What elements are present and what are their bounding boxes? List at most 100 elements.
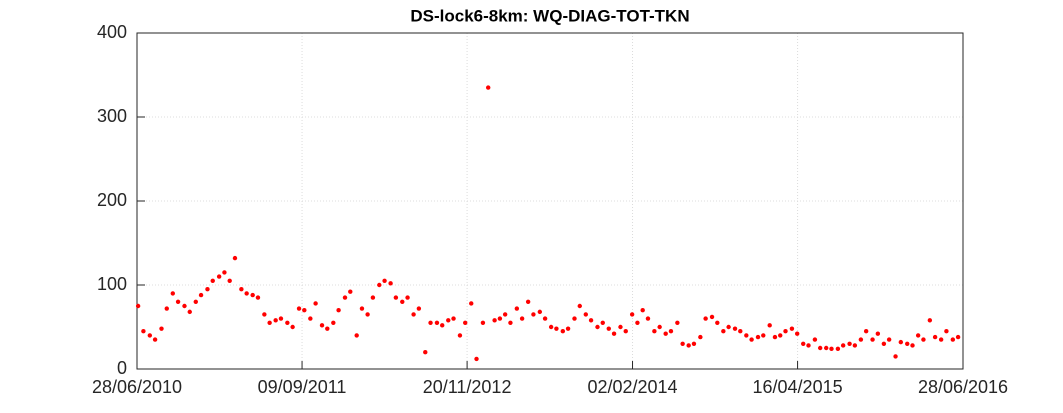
point <box>325 326 330 331</box>
y-tick-label: 0 <box>117 358 127 378</box>
point <box>416 306 422 311</box>
point <box>411 312 416 317</box>
point <box>738 329 743 334</box>
point <box>205 287 210 292</box>
chart-title: DS-lock6-8km: WQ-DIAG-TOT-TKN <box>410 6 689 25</box>
point <box>548 324 554 330</box>
point <box>623 329 628 334</box>
point <box>198 292 204 298</box>
point <box>817 345 823 351</box>
point <box>893 354 898 359</box>
point <box>835 346 841 352</box>
point <box>302 308 307 313</box>
point <box>382 278 387 283</box>
point <box>852 343 858 348</box>
point <box>377 282 382 288</box>
point <box>440 323 445 328</box>
point <box>262 312 267 317</box>
point <box>423 350 428 355</box>
point <box>686 343 691 348</box>
point <box>182 303 187 309</box>
x-tick-label: 16/04/2015 <box>753 377 843 397</box>
point <box>405 295 410 300</box>
point <box>726 324 731 330</box>
point <box>645 316 651 321</box>
point <box>187 309 192 315</box>
point <box>755 334 761 340</box>
point <box>348 289 353 294</box>
point <box>801 341 806 346</box>
point <box>525 299 531 304</box>
point <box>812 337 818 342</box>
point <box>783 329 788 334</box>
point <box>572 316 577 321</box>
point <box>698 334 703 340</box>
point <box>164 306 169 311</box>
point <box>744 333 749 338</box>
y-tick-label: 300 <box>97 106 127 126</box>
point <box>313 301 318 306</box>
point <box>152 337 158 342</box>
point <box>434 320 440 325</box>
point <box>910 343 915 348</box>
point <box>932 334 938 340</box>
point <box>159 326 164 331</box>
point <box>451 316 456 321</box>
point <box>663 331 668 336</box>
point <box>732 326 738 331</box>
x-tick-label: 28/06/2016 <box>918 377 1008 397</box>
point <box>767 323 772 328</box>
point <box>474 356 479 362</box>
point <box>175 299 181 304</box>
point <box>308 316 313 321</box>
point <box>886 337 892 342</box>
point <box>938 337 944 342</box>
point <box>365 312 370 317</box>
point <box>135 303 141 309</box>
point <box>388 281 393 286</box>
point <box>273 318 278 323</box>
y-tick-label: 100 <box>97 274 127 294</box>
point <box>565 326 571 331</box>
point <box>519 316 525 321</box>
point <box>858 337 864 342</box>
point <box>588 318 594 323</box>
point <box>611 331 617 336</box>
point <box>668 329 674 334</box>
y-tick-label: 400 <box>97 22 127 42</box>
point <box>296 306 302 311</box>
point <box>457 333 463 338</box>
point <box>497 316 503 321</box>
point <box>278 316 284 321</box>
point <box>595 324 600 330</box>
point <box>583 312 588 317</box>
point <box>824 345 829 351</box>
point <box>170 291 175 296</box>
point <box>806 343 811 348</box>
point <box>342 295 348 300</box>
point <box>210 278 215 283</box>
point <box>370 295 376 300</box>
point <box>921 337 926 342</box>
point <box>141 329 146 334</box>
point <box>446 318 451 323</box>
point <box>250 292 255 298</box>
point <box>480 320 486 325</box>
point <box>635 320 640 325</box>
point <box>657 324 662 330</box>
point <box>840 343 846 348</box>
point <box>193 299 198 304</box>
point <box>898 339 904 345</box>
point <box>336 308 341 313</box>
point <box>492 318 497 323</box>
point <box>508 320 513 325</box>
point <box>393 295 399 300</box>
point <box>469 301 474 306</box>
point <box>691 341 697 346</box>
point <box>531 312 536 317</box>
point <box>927 318 933 323</box>
x-tick-label: 28/06/2010 <box>92 377 182 397</box>
point <box>267 320 272 325</box>
point <box>905 341 910 346</box>
point <box>222 270 227 275</box>
